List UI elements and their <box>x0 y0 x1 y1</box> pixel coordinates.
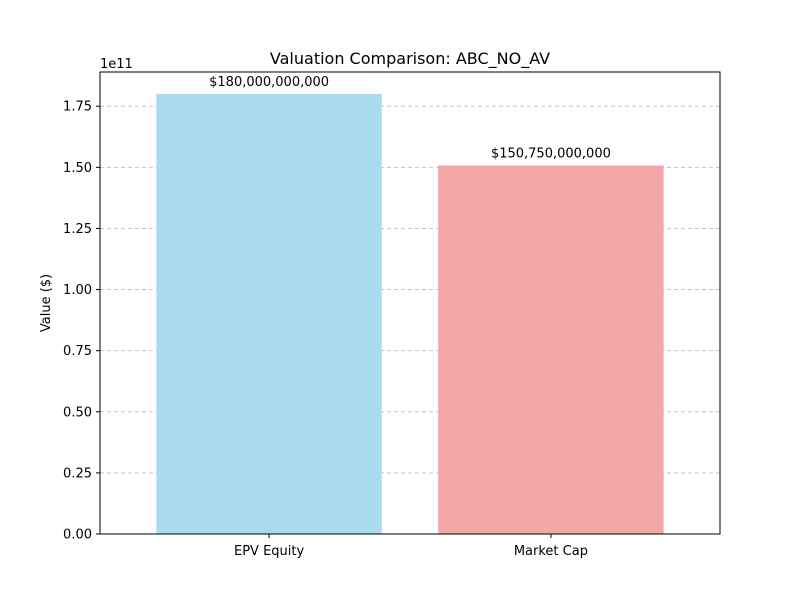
x-axis: EPV Equity Market Cap <box>234 534 588 559</box>
y-tick-label: 1.75 <box>63 100 92 115</box>
y-axis-offset-label: 1e11 <box>100 57 133 72</box>
y-axis-label: Value ($) <box>39 274 54 332</box>
y-tick-label: 0.25 <box>63 466 92 481</box>
y-tick-label: 1.25 <box>63 222 92 237</box>
value-labels-layer: $180,000,000,000 $150,750,000,000 <box>209 75 611 162</box>
bar-epv-equity <box>156 94 382 534</box>
y-tick-label: 0.50 <box>63 405 92 420</box>
x-tick-label: EPV Equity <box>234 544 304 559</box>
y-tick-label: 0.75 <box>63 344 92 359</box>
bar-value-label: $150,750,000,000 <box>491 147 611 162</box>
y-axis: 0.00 0.25 0.50 0.75 1.00 1.25 1.50 1.75 <box>63 100 100 543</box>
y-tick-label: 0.00 <box>63 528 92 543</box>
bars-layer <box>156 94 664 534</box>
chart-title: Valuation Comparison: ABC_NO_AV <box>270 49 550 69</box>
x-tick-label: Market Cap <box>514 544 588 559</box>
plot-frame <box>99 71 721 535</box>
bar-market-cap <box>438 165 664 534</box>
y-tick-label: 1.50 <box>63 161 92 176</box>
y-tick-label: 1.00 <box>63 283 92 298</box>
bar-value-label: $180,000,000,000 <box>209 75 329 90</box>
